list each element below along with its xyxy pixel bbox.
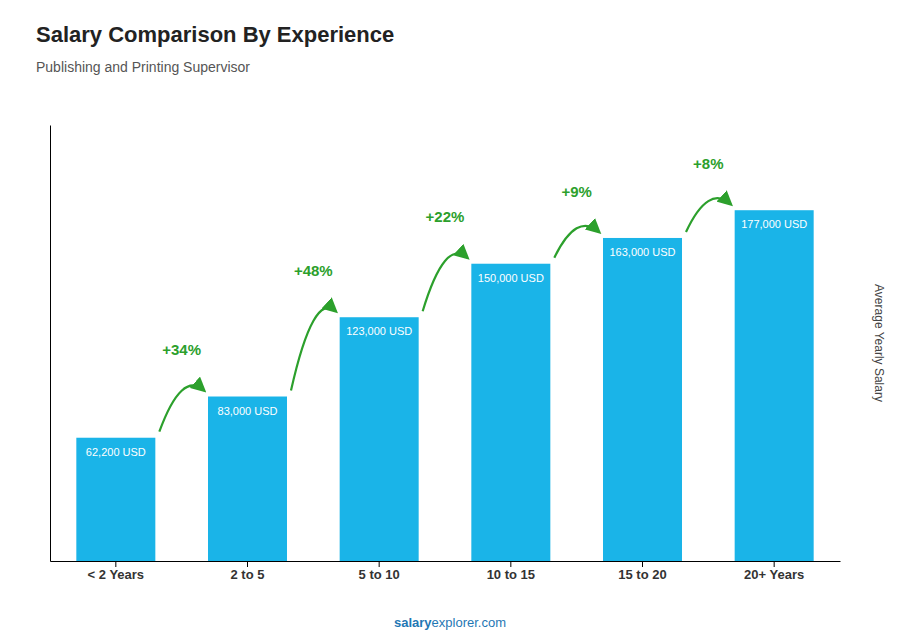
change-label: +22%	[426, 208, 465, 225]
x-tick: 20+ Years	[744, 561, 804, 582]
change-label: +48%	[294, 262, 333, 279]
change-arrow	[686, 198, 731, 232]
x-tick-mark	[379, 561, 380, 567]
data-label: 83,000 USD	[218, 405, 278, 417]
change-arrow	[423, 253, 468, 311]
plot: < 2 Years 2 to 5 5 to 10 10 to 15 15 to 20 20…	[51, 126, 841, 583]
bar	[603, 238, 682, 561]
x-tick: < 2 Years	[88, 561, 145, 582]
change-labels: +34% +48% +22% +9% +8%	[162, 155, 723, 358]
watermark-part: salary	[394, 615, 432, 630]
change-label: +34%	[162, 341, 201, 358]
x-tick-label: 10 to 15	[487, 567, 535, 582]
watermark: salaryexplorer.com	[394, 615, 506, 630]
x-tick-mark	[774, 561, 775, 567]
x-tick-mark	[642, 561, 643, 567]
x-tick-label: < 2 Years	[88, 567, 145, 582]
title: Salary Comparison By Experience	[36, 22, 394, 47]
subtitle: Publishing and Printing Supervisor	[36, 59, 250, 75]
change-arrow	[291, 308, 336, 391]
chart: Salary Comparison By Experience Publishin…	[0, 0, 900, 641]
bars	[76, 210, 813, 561]
bar	[340, 317, 419, 561]
x-tick-label: 2 to 5	[231, 567, 265, 582]
x-tick-label: 5 to 10	[359, 567, 400, 582]
x-axis: < 2 Years 2 to 5 5 to 10 10 to 15 15 to 20 20…	[51, 561, 841, 582]
x-tick-mark	[115, 561, 116, 567]
x-tick: 10 to 15	[487, 561, 535, 582]
bar	[471, 264, 550, 561]
watermark-part: explorer.com	[432, 615, 506, 630]
x-tick: 5 to 10	[359, 561, 400, 582]
x-tick-mark	[247, 561, 248, 567]
bar	[76, 438, 155, 561]
change-arrow	[554, 226, 599, 258]
x-tick: 2 to 5	[231, 561, 265, 582]
data-label: 150,000 USD	[478, 272, 544, 284]
data-label: 177,000 USD	[741, 218, 807, 230]
y-axis-line	[50, 126, 51, 562]
x-axis-line	[51, 561, 841, 562]
data-label: 163,000 USD	[609, 246, 675, 258]
x-tick-mark	[510, 561, 511, 567]
data-label: 123,000 USD	[346, 325, 412, 337]
data-labels: 62,200 USD 83,000 USD 123,000 USD 150,000 U…	[86, 218, 807, 458]
bar	[735, 210, 814, 561]
change-arrows	[159, 198, 730, 431]
change-label: +8%	[693, 155, 723, 172]
x-tick-label: 15 to 20	[618, 567, 666, 582]
x-tick: 15 to 20	[618, 561, 666, 582]
y-axis-title: Average Yearly Salary	[872, 284, 886, 402]
x-tick-label: 20+ Years	[744, 567, 804, 582]
data-label: 62,200 USD	[86, 446, 146, 458]
y-axis	[50, 126, 51, 562]
change-arrow	[159, 386, 204, 432]
bar	[208, 397, 287, 561]
change-label: +9%	[561, 183, 591, 200]
